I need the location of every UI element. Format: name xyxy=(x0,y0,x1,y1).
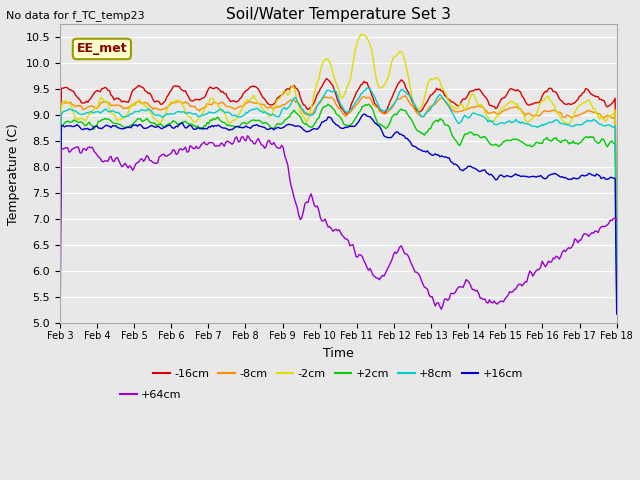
Text: No data for f_TC_temp23: No data for f_TC_temp23 xyxy=(6,10,145,21)
Y-axis label: Temperature (C): Temperature (C) xyxy=(7,123,20,225)
X-axis label: Time: Time xyxy=(323,347,354,360)
Legend: +64cm: +64cm xyxy=(115,385,186,405)
Text: EE_met: EE_met xyxy=(77,42,127,55)
Title: Soil/Water Temperature Set 3: Soil/Water Temperature Set 3 xyxy=(226,7,451,22)
